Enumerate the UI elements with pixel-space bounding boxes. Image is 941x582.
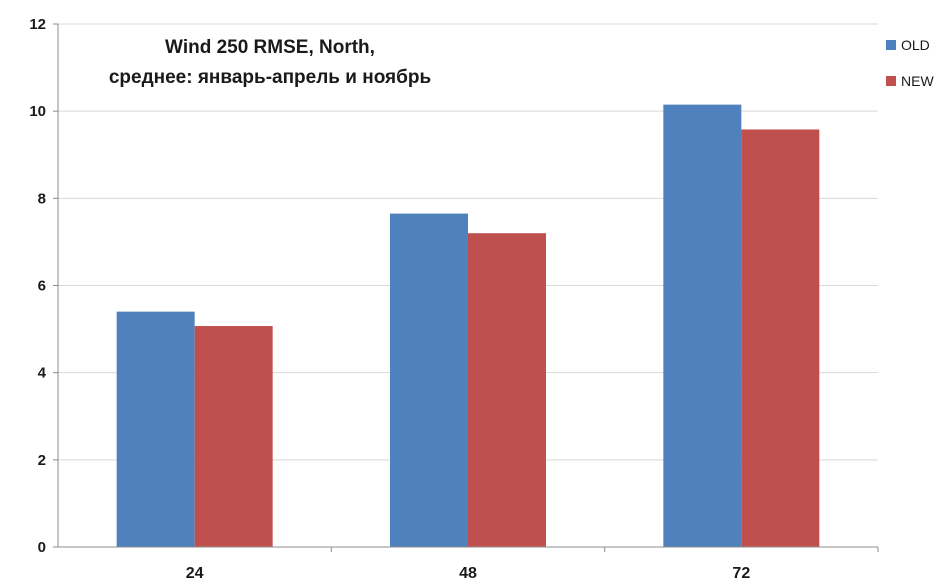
y-tick-label: 4: [38, 365, 47, 382]
y-tick-label: 12: [29, 16, 46, 33]
x-tick-labels: 24 48 72: [186, 565, 751, 582]
legend-swatch-old: [886, 40, 896, 50]
chart-title-line-1: Wind 250 RMSE, North,: [165, 37, 375, 58]
chart-title-line-2: среднее: январь-апрель и ноябрь: [109, 67, 431, 88]
bar-old-72: [663, 104, 742, 548]
y-tick-label: 6: [38, 278, 46, 295]
x-tick-label: 72: [732, 565, 750, 582]
bar-new-72: [741, 129, 820, 547]
y-tick-label: 8: [38, 190, 46, 207]
legend-label-new: NEW: [901, 73, 934, 89]
bar-old-48: [390, 213, 468, 547]
x-tick-label: 24: [186, 565, 204, 582]
y-tick-label: 10: [29, 103, 46, 120]
legend-swatch-new: [886, 76, 896, 86]
legend-label-old: OLD: [901, 37, 930, 53]
legend: OLD NEW: [886, 37, 934, 89]
bar-new-24: [194, 326, 273, 547]
y-tick-label: 2: [38, 452, 46, 469]
y-tick-label: 0: [38, 539, 46, 556]
bars: [116, 104, 820, 548]
axes: [53, 23, 879, 552]
bar-new-48: [468, 233, 546, 547]
y-tick-labels: 0 2 4 6 8 10 12: [29, 16, 46, 556]
bar-old-24: [116, 311, 195, 547]
x-tick-label: 48: [459, 565, 477, 582]
